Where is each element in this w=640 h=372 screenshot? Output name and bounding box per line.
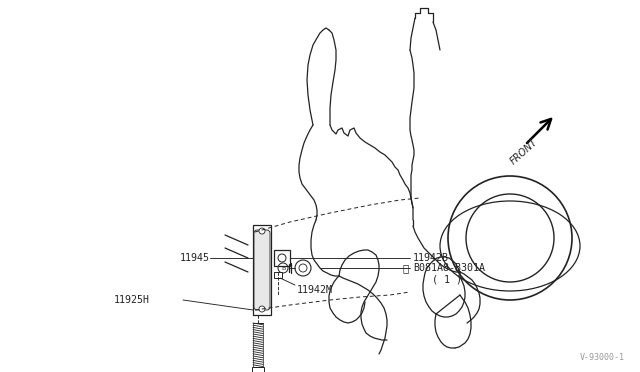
Bar: [252, 367, 264, 372]
Text: FRONT: FRONT: [508, 137, 540, 167]
Bar: [274, 272, 282, 278]
Bar: [274, 250, 290, 266]
Circle shape: [259, 306, 265, 312]
Text: B: B: [281, 266, 285, 270]
Text: B081A8-B301A: B081A8-B301A: [413, 263, 485, 273]
Text: Ⓑ: Ⓑ: [403, 263, 409, 273]
Text: ( 1 ): ( 1 ): [432, 275, 462, 285]
Text: 11942M: 11942M: [297, 285, 333, 295]
Bar: [253, 225, 271, 315]
Text: 11945: 11945: [180, 253, 210, 263]
Circle shape: [295, 260, 311, 276]
Text: V-93000-1: V-93000-1: [580, 353, 625, 362]
FancyBboxPatch shape: [254, 230, 270, 310]
Circle shape: [259, 228, 265, 234]
Text: 11942B: 11942B: [413, 253, 449, 263]
Text: 11925H: 11925H: [114, 295, 150, 305]
